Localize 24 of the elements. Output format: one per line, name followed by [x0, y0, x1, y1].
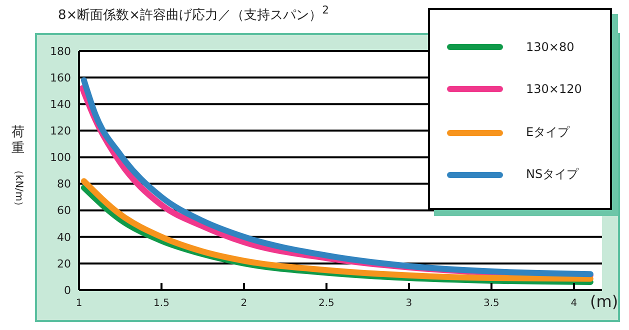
x-tick-label: 1.5	[154, 298, 170, 309]
x-tick-label: 2	[240, 298, 248, 309]
y-tick-label: 20	[57, 257, 71, 270]
chart-title: 8×断面係数×許容曲げ応力／（支持スパン）$^{2}$	[58, 4, 329, 24]
y-tick-label: 160	[50, 71, 71, 84]
x-tick-label: 2.5	[318, 298, 334, 309]
y-axis-title: 荷重（kN/m）	[12, 125, 24, 212]
y-tick-label: 80	[57, 178, 71, 191]
y-tick-label: 0	[64, 284, 71, 297]
x-tick-label: 3.5	[484, 298, 500, 309]
x-axis-title: (m)	[590, 292, 618, 311]
legend-label: Eタイプ	[526, 124, 570, 141]
y-tick-label: 40	[57, 230, 71, 244]
legend-label: 130×120	[526, 82, 582, 96]
y-tick-label: 140	[50, 98, 71, 112]
y-tick-label: 100	[50, 151, 71, 164]
legend-label: NSタイプ	[526, 166, 579, 183]
x-tick-label: 3	[406, 298, 412, 309]
legend-label: 130×80	[526, 40, 574, 54]
x-tick-label: 4	[570, 298, 578, 309]
y-tick-label: 60	[57, 204, 71, 218]
y-tick-label: 180	[50, 44, 71, 58]
x-tick-label: 1	[76, 298, 82, 309]
y-tick-label: 120	[50, 124, 71, 138]
